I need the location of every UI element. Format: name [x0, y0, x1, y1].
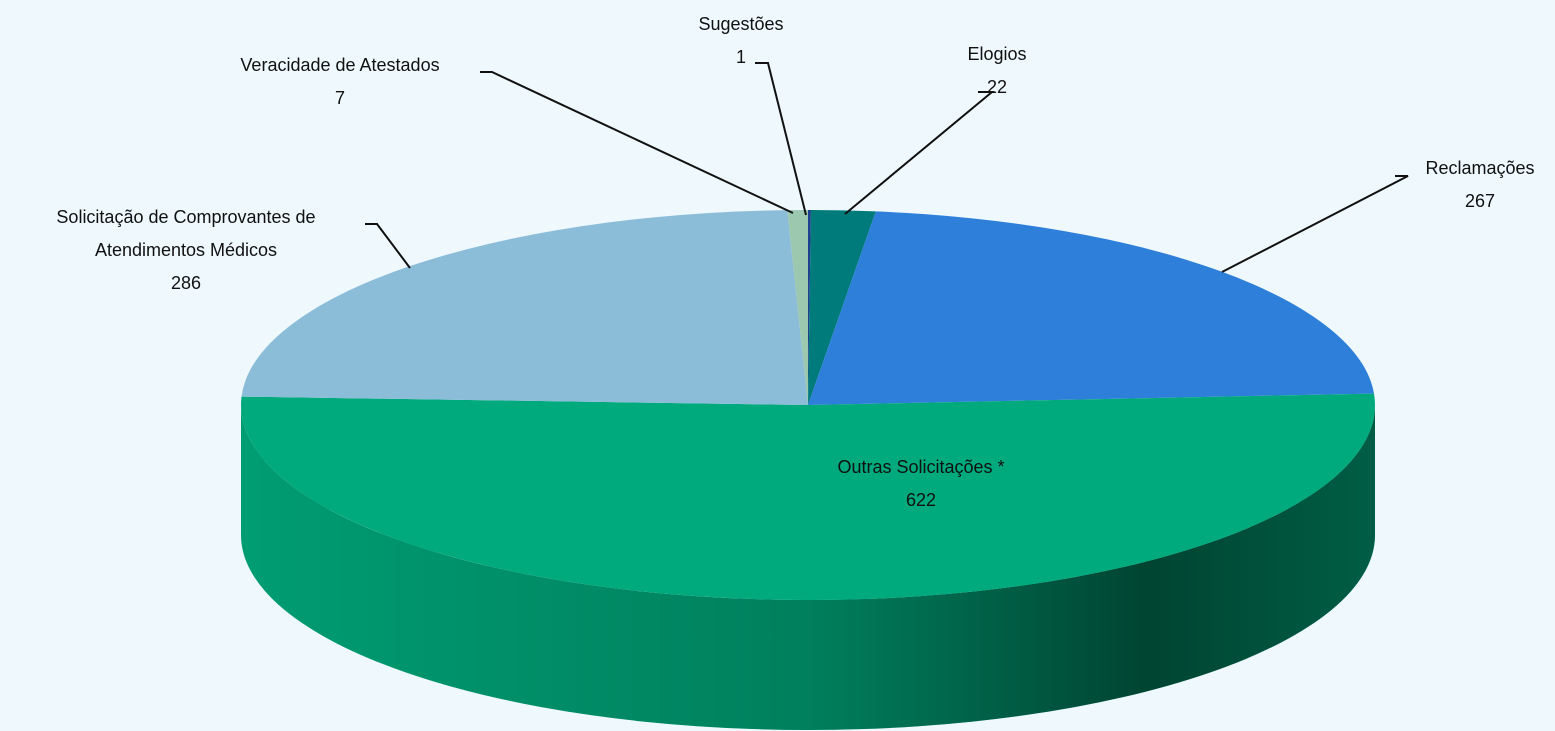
- side-shade: [241, 405, 1375, 730]
- leader-line: [480, 71, 794, 214]
- data-label: Elogios 22: [897, 38, 1097, 104]
- category-label: Solicitação de Comprovantes de Atendimen…: [56, 207, 316, 260]
- category-label: Sugestões: [698, 14, 784, 34]
- data-label: Outras Solicitações * 622: [771, 451, 1071, 517]
- leader-line: [365, 223, 411, 269]
- category-label: Reclamações: [1425, 158, 1535, 178]
- category-label: Veracidade de Atestados: [240, 55, 440, 75]
- slice: [808, 210, 811, 405]
- leader-line: [844, 91, 995, 215]
- category-label: Outras Solicitações *: [837, 457, 1005, 477]
- slice: [787, 210, 808, 405]
- slice: [808, 211, 1375, 405]
- leader-line: [755, 62, 807, 216]
- data-label: Reclamações 267: [1380, 152, 1555, 218]
- slice: [241, 210, 808, 405]
- data-label: Veracidade de Atestados 7: [190, 49, 490, 115]
- value-label: 1: [735, 47, 746, 67]
- value-label: 22: [986, 77, 1008, 97]
- data-label: Solicitação de Comprovantes de Atendimen…: [6, 201, 366, 300]
- slice: [241, 393, 1376, 600]
- value-label: 7: [334, 88, 345, 108]
- value-label: 286: [170, 273, 202, 293]
- slice: [808, 210, 876, 405]
- data-label: Sugestões 1: [641, 8, 841, 74]
- category-label: Elogios: [967, 44, 1027, 64]
- value-label: 622: [905, 490, 937, 510]
- value-label: 267: [1464, 191, 1496, 211]
- leader-line: [1221, 175, 1409, 273]
